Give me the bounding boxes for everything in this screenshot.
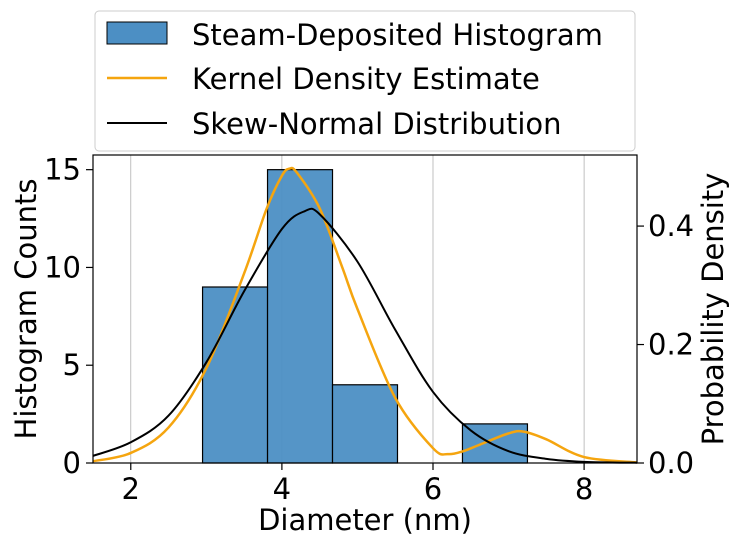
histogram-bar — [201, 286, 269, 464]
legend-frame — [94, 10, 636, 152]
plot-frame — [92, 154, 638, 464]
y2-tick-label: 0.4 — [648, 209, 694, 243]
y2-axis-label: Probability Density — [696, 173, 730, 446]
legend: Steam-Deposited Histogram Kernel Density… — [94, 10, 636, 152]
legend-swatch-histogram — [106, 21, 168, 45]
legend-label-kde: Kernel Density Estimate — [192, 62, 540, 96]
x-axis-label: Diameter (nm) — [258, 503, 472, 537]
x-tick-label: 2 — [122, 472, 140, 506]
x-tick-label: 4 — [273, 472, 291, 506]
y2-axis-ticks: 0.0 0.2 0.4 — [637, 209, 694, 480]
histogram-bar — [331, 384, 399, 464]
y-axis-label: Histogram Counts — [9, 179, 43, 440]
plot-area — [92, 154, 638, 464]
y2-tick-label: 0.0 — [648, 446, 694, 480]
x-axis-ticks: 2 4 6 8 — [122, 463, 593, 506]
histogram-bar — [461, 423, 529, 464]
skew-normal-line — [92, 207, 638, 464]
y-tick-label: 10 — [44, 250, 81, 284]
legend-label-skew-normal: Skew-Normal Distribution — [192, 107, 562, 141]
histogram-bars — [201, 169, 529, 464]
y2-tick-label: 0.2 — [648, 328, 694, 362]
y-tick-label: 15 — [44, 153, 81, 187]
x-tick-label: 6 — [424, 472, 442, 506]
x-tick-label: 8 — [575, 472, 593, 506]
legend-label-histogram: Steam-Deposited Histogram — [192, 18, 603, 52]
y-tick-label: 0 — [63, 446, 81, 480]
histogram-bar — [266, 169, 334, 464]
y-tick-label: 5 — [63, 348, 81, 382]
y-axis-ticks: 0 5 10 15 — [44, 153, 93, 480]
